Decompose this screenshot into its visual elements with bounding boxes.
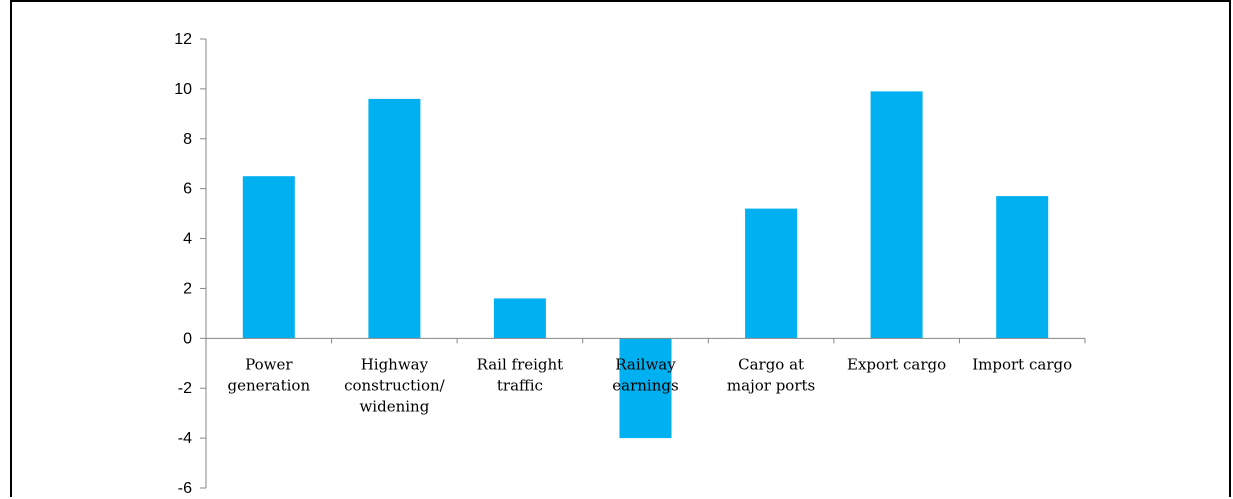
y-tick-label: 12 [174,31,192,48]
y-tick-label: 8 [183,131,192,148]
bar [745,208,798,339]
chart-frame: 12 10 8 6 4 2 0 -2 -4 -6 Power generation Highway con… [10,0,1231,497]
bar [996,196,1049,339]
x-category-label-line: Rail freight [477,355,564,373]
x-category-label: Cargo at major ports [727,355,815,394]
x-category-label: Highway construction/widening [344,355,446,415]
labels-layer: 12 10 8 6 4 2 0 -2 -4 -6 Power generation Highway con… [174,31,1072,497]
x-category-label-line: Cargo at [738,355,804,373]
x-category-label: Import cargo [972,355,1072,373]
bar [619,338,672,439]
bar [493,298,546,339]
x-category-label-line: major ports [727,376,815,394]
y-tick-label: 0 [183,330,192,347]
y-tick-label: 6 [183,181,192,198]
bar [870,91,923,339]
y-tick-label: 10 [174,81,192,98]
x-category-label-line: earnings [612,376,678,394]
bars-layer [242,91,1049,439]
bar-chart: 12 10 8 6 4 2 0 -2 -4 -6 Power generation Highway con… [174,31,1086,497]
bar [368,98,421,339]
y-tick-label: 4 [183,231,192,248]
x-category-label-line: Railway [615,355,676,373]
x-category-label-line: Power [245,355,293,373]
x-category-label: Railway earnings [612,355,678,394]
bar [242,176,295,339]
x-category-label-line: Highway [361,355,429,373]
x-category-label-line: generation [227,376,310,394]
x-category-label: Export cargo [847,355,946,373]
x-category-label: Power generation [227,355,310,394]
x-category-label-line: traffic [497,376,543,394]
y-tick-label: 2 [183,280,192,297]
y-tick-label: -2 [178,380,192,397]
x-category-label-line: Export cargo [847,355,946,373]
x-category-label: Rail freight traffic [477,355,564,394]
y-tick-label: -6 [178,480,192,497]
x-category-label-line: widening [359,397,429,415]
axes-layer [200,38,1086,489]
x-category-label-line: construction/ [344,376,446,394]
y-tick-label: -4 [178,430,192,447]
x-category-label-line: Import cargo [972,355,1072,373]
